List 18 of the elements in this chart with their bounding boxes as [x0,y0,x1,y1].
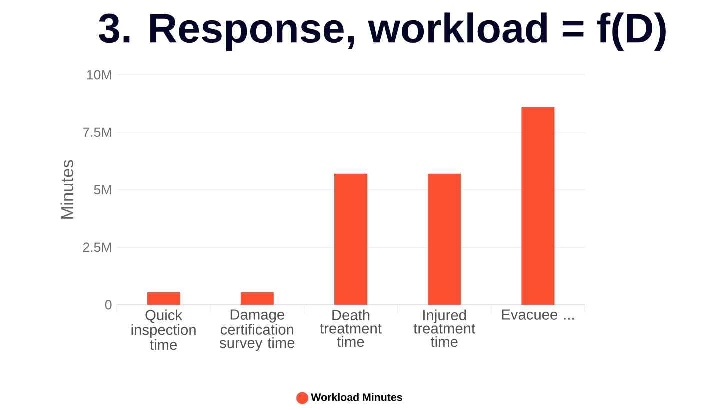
y-tick-label: 5M [94,185,112,195]
y-tick-label: 10M [87,70,112,80]
bar [240,292,274,305]
chart-title: 3. Response, workload = f(D) [98,12,666,52]
x-tick-label: Injured treatment time [414,310,476,348]
y-tick-label: 0 [105,300,112,310]
legend-label: Workload Minutes [311,393,402,402]
bar [334,174,368,305]
x-tick-label: Death treatment time [320,310,382,348]
bar [522,107,555,305]
x-tick-label: Damage certification survey time [220,310,295,352]
bar [428,174,462,305]
y-axis-title: Minutes [60,160,74,219]
y-tick-label: 7.5M [83,128,112,138]
bar [147,292,180,305]
y-tick-label: 2.5M [83,242,112,252]
x-tick-label: Evacuee ... [502,310,574,320]
x-tick-label: Quick inspection time [132,310,196,350]
